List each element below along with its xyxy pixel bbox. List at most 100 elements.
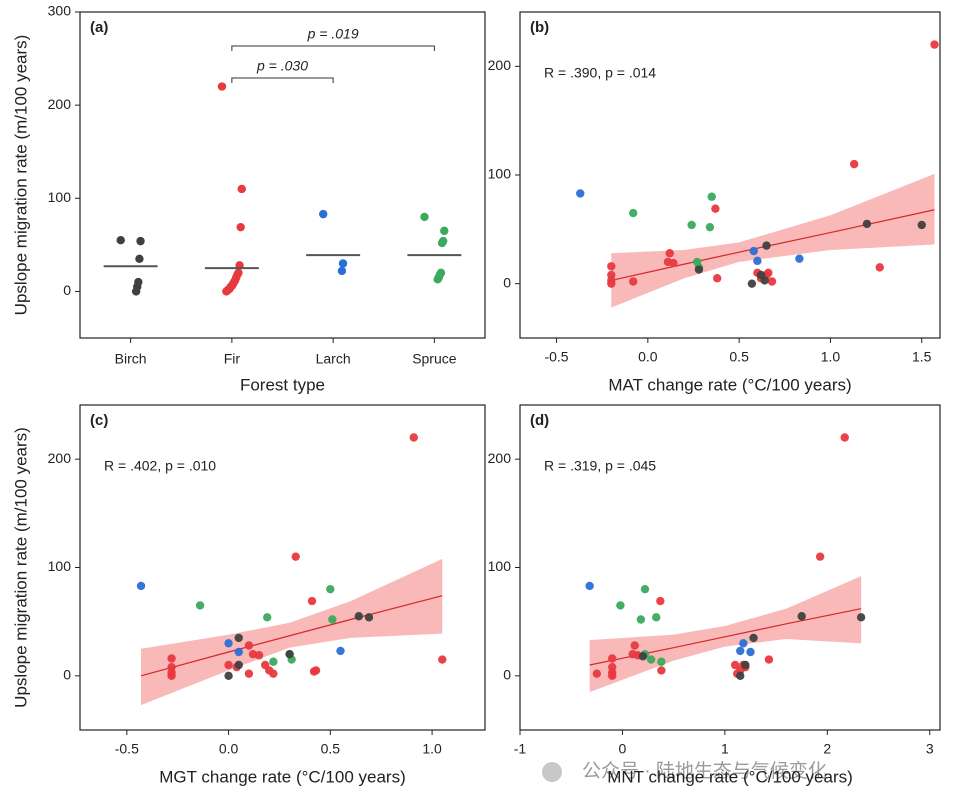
point [930, 40, 939, 49]
point [652, 613, 661, 622]
x-tick-label: 1 [721, 741, 729, 757]
x-tick-label: 0 [619, 741, 627, 757]
fit-line [140, 595, 443, 677]
point [420, 212, 429, 222]
point [309, 667, 319, 676]
x-tick-label: Birch [115, 351, 147, 367]
point [638, 652, 648, 661]
point [764, 268, 773, 277]
point [616, 601, 625, 610]
x-tick-label: 0.5 [321, 741, 341, 757]
y-axis-label: Upslope migration rate (m/100 years) [11, 427, 30, 708]
x-tick-label: -0.5 [544, 349, 568, 365]
point [237, 184, 246, 194]
x-tick-label: Fir [224, 351, 241, 367]
point [136, 581, 146, 591]
point [437, 238, 447, 248]
point [135, 254, 144, 264]
point [224, 671, 233, 681]
point [585, 581, 594, 591]
plot-frame [79, 11, 486, 339]
point [438, 655, 447, 664]
x-tick-label: -1 [514, 741, 527, 757]
significance-label: p = .019 [307, 26, 359, 42]
plot-frame [519, 404, 941, 731]
point [254, 651, 264, 660]
watermark: 公众号 · 陆地生态与气候变化 [582, 760, 827, 782]
confidence-band [141, 558, 443, 706]
point [261, 660, 270, 670]
point [840, 433, 849, 442]
point [694, 265, 704, 274]
y-tick-label: 100 [48, 558, 72, 574]
y-tick-label: 0 [503, 274, 511, 290]
point [222, 287, 231, 296]
point [815, 552, 825, 561]
point [797, 612, 806, 621]
point [607, 654, 617, 663]
stat-annotation: R = .319, p = .045 [544, 458, 656, 474]
point [862, 219, 872, 229]
point [665, 249, 674, 258]
point [657, 657, 666, 666]
point [767, 277, 777, 286]
y-tick-label: 200 [488, 57, 512, 73]
point [736, 646, 745, 656]
x-tick-label: 0.0 [638, 349, 658, 365]
point [217, 82, 227, 91]
panel: (c) 0 100 200 Upslope migration rate (m/100 … [11, 404, 486, 786]
point [917, 220, 926, 230]
panel: (a) 0 100 200 300 Upslope migration rate (m/1… [11, 3, 486, 394]
point [136, 236, 145, 246]
point [762, 241, 771, 250]
point [760, 276, 769, 285]
point [713, 274, 722, 283]
point [630, 641, 639, 650]
point [607, 262, 616, 271]
significance-bracket [231, 45, 435, 51]
point [326, 584, 335, 594]
stat-annotation: R = .390, p = .014 [544, 65, 656, 81]
y-tick-label: 100 [488, 166, 512, 182]
x-tick-label: Larch [316, 351, 351, 367]
x-tick-label: 1.5 [912, 349, 932, 365]
x-tick-label: 3 [926, 741, 934, 757]
point [875, 263, 884, 272]
point [629, 277, 638, 286]
point [646, 655, 656, 664]
point [354, 612, 364, 621]
y-tick-label: 300 [48, 3, 72, 19]
point [244, 669, 254, 678]
point [856, 613, 866, 622]
panel-label: (c) [90, 412, 108, 429]
point [707, 192, 716, 201]
point [307, 596, 317, 606]
point [167, 654, 176, 663]
point [234, 660, 243, 670]
point [656, 596, 665, 606]
point [336, 646, 345, 656]
point [636, 615, 646, 624]
panel-label: (b) [530, 19, 549, 36]
y-tick-label: 200 [48, 450, 72, 466]
x-tick-label: 2 [823, 741, 831, 757]
point [269, 657, 278, 666]
point [337, 266, 347, 276]
point [749, 246, 758, 256]
point [592, 669, 602, 678]
point [234, 647, 243, 657]
point [433, 275, 442, 284]
point [795, 254, 804, 263]
point [849, 159, 859, 169]
point [741, 660, 750, 670]
x-tick-label: 0.5 [729, 349, 749, 365]
point [338, 259, 348, 268]
point [749, 633, 758, 643]
point [319, 209, 328, 219]
point [687, 220, 696, 230]
point [739, 639, 748, 648]
point [116, 236, 125, 245]
x-tick-label: 1.0 [422, 741, 442, 757]
point [764, 655, 774, 664]
